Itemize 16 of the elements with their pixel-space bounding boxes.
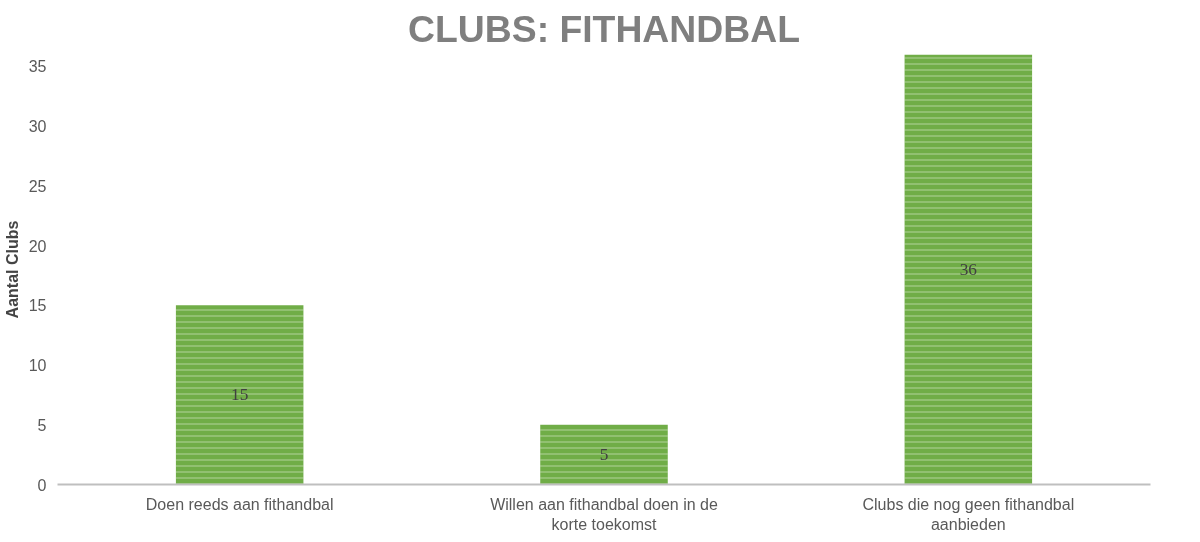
y-tick-label: 35 [28,58,47,76]
chart-title: CLUBS: FITHANDBAL [408,7,800,50]
data-label: 5 [599,445,609,465]
y-tick-label: 30 [28,118,47,136]
y-tick-label: 25 [28,177,47,195]
x-tick-label: Doen reeds aan fithandbal [145,495,334,513]
x-tick-label: Clubs die nog geen fithandbal aanbieden [862,495,1075,533]
y-tick-label: 20 [28,237,47,255]
y-tick-label: 5 [37,416,47,434]
y-tick-label: 10 [28,357,47,375]
y-axis-title: Aantal Clubs [3,220,21,319]
x-tick-label: Willen aan fithandbal doen in de korte toekomst [490,495,718,533]
data-label: 15 [231,385,249,405]
data-label: 36 [959,260,978,279]
y-tick-label: 0 [37,476,47,494]
y-tick-label: 15 [28,297,47,315]
